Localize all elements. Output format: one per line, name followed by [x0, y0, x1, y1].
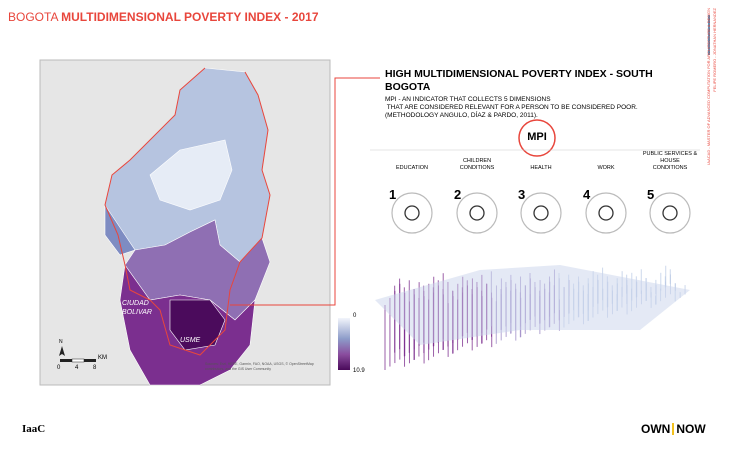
- brand-own: OWN: [641, 422, 671, 436]
- attribution: Sources: Esri, HERE, Garmin, FAO, NOAA, …: [205, 362, 314, 372]
- dimension-number: 1: [389, 187, 397, 202]
- scale-unit: KM: [98, 355, 107, 361]
- panel-description: MPI - AN INDICATOR THAT COLLECTS 5 DIMEN…: [385, 96, 638, 120]
- legend-ramp: [338, 318, 350, 370]
- attribution-line: contributors, and the GIS User Community: [205, 367, 271, 371]
- mpi-badge: [518, 119, 556, 157]
- west-districts: [104, 204, 136, 256]
- legend-min: 0: [353, 313, 357, 319]
- brand-separator: [672, 423, 674, 435]
- title-bold: MULTIDIMENSIONAL POVERTY INDEX - 2017: [61, 10, 319, 24]
- study-boundary: [104, 67, 271, 356]
- usme-core: [169, 299, 226, 351]
- scale-tick-label: 8: [93, 365, 97, 371]
- dimension-icon-ring: [456, 192, 498, 234]
- scale-bar-segment: [71, 358, 85, 363]
- dimension-icon-ring: [520, 192, 562, 234]
- heading-line: BOGOTA: [385, 81, 431, 93]
- badge-text: MPI: [527, 131, 547, 143]
- north-label: N: [59, 339, 63, 345]
- title-light: BOGOTA: [8, 10, 58, 24]
- dimension-icon: [469, 205, 485, 221]
- dimension-label: CONDITIONS: [652, 165, 688, 171]
- dimension-icon: [662, 205, 678, 221]
- dimension-label: HOUSE: [660, 158, 680, 164]
- title: BOGOTA MULTIDIMENSIONAL POVERTY INDEX - …: [8, 10, 319, 24]
- dimension-icon-ring: [391, 192, 433, 234]
- central-districts: [149, 139, 233, 211]
- dimension-icon: [533, 205, 549, 221]
- attribution-line: Sources: Esri, HERE, Garmin, FAO, NOAA, …: [205, 362, 314, 366]
- side-text: FELIPE ROMERO - JONATHAN HERNANDEZ: [712, 8, 717, 92]
- dimension-icon: [404, 205, 420, 221]
- connector-line: [230, 77, 380, 306]
- dimension-label: CONDITIONS: [459, 165, 495, 171]
- description-line: (METHODOLOGY ANGULO, DÍAZ & PARDO, 2011)…: [385, 112, 538, 119]
- map-label: CIUDAD: [122, 300, 149, 307]
- dimension-icon: [598, 205, 614, 221]
- footer-brand: OWN NOW: [641, 422, 706, 436]
- description-line: THAT ARE CONSIDERED RELEVANT FOR A PERSO…: [385, 104, 638, 111]
- north-arrow: [59, 346, 65, 356]
- heading-line: HIGH MULTIDIMENSIONAL POVERTY INDEX - SO…: [385, 68, 653, 80]
- 3d-visualization: [375, 265, 690, 370]
- dimension-number: 3: [518, 187, 526, 202]
- side-text: IAACAD - MASTER OF ADVANCED COMPUTATION …: [706, 8, 711, 165]
- footer-logo: IaaC: [22, 423, 46, 435]
- dimension-number: 2: [454, 187, 462, 202]
- dimension-number: 5: [647, 187, 655, 202]
- scale-tick-label: 0: [57, 365, 61, 371]
- dimension-icon-ring: [585, 192, 627, 234]
- scale-tick-label: 4: [75, 365, 79, 371]
- dimension-label: HEALTH: [530, 165, 552, 171]
- map-label: BOLIVAR: [122, 309, 152, 316]
- dimension-icon-ring: [649, 192, 691, 234]
- legend-max: 10.9: [353, 368, 365, 374]
- map-label: USME: [180, 337, 201, 344]
- panel-heading: HIGH MULTIDIMENSIONAL POVERTY INDEX - SO…: [385, 68, 653, 94]
- dimension-label: CHILDREN: [462, 158, 492, 164]
- brand-now: NOW: [676, 422, 706, 436]
- description-line: MPI - AN INDICATOR THAT COLLECTS 5 DIMEN…: [385, 96, 551, 103]
- dimension-label: PUBLIC SERVICES &: [642, 151, 698, 157]
- viz-surface: [375, 265, 690, 345]
- dimension-label: WORK: [597, 165, 615, 171]
- dimension-label: EDUCATION: [396, 165, 428, 171]
- dimension-number: 4: [583, 187, 591, 202]
